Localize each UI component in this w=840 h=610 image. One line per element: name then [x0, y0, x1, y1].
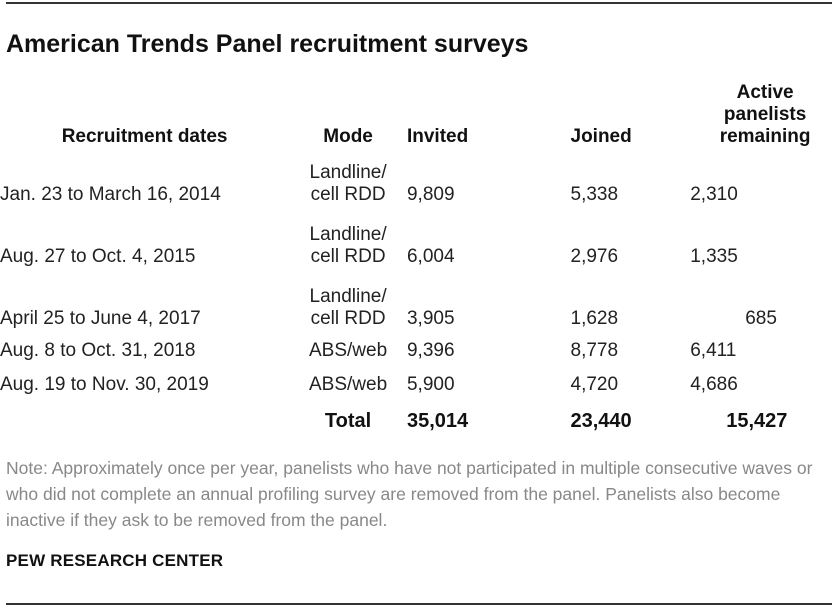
table-row: Jan. 23 to March 16, 2014 Landline/ cell…	[0, 148, 840, 210]
cell-mode-line: cell RDD	[310, 184, 386, 205]
cell-mode: ABS/web	[309, 340, 388, 361]
cell-dates: Jan. 23 to March 16, 2014	[0, 184, 221, 205]
bottom-rule	[6, 603, 832, 605]
cell-joined: 4,720	[570, 374, 619, 395]
table-row: Aug. 8 to Oct. 31, 2018 ABS/web 9,396 8,…	[0, 334, 840, 368]
cell-joined: 5,338	[570, 184, 619, 205]
cell-mode-line: Landline/	[309, 286, 387, 307]
top-rule	[6, 2, 832, 4]
source-credit: PEW RESEARCH CENTER	[6, 551, 224, 570]
header-active-line: remaining	[719, 126, 811, 147]
header-mode: Mode	[323, 126, 373, 147]
cell-mode-line: cell RDD	[310, 308, 386, 329]
header-invited: Invited	[406, 126, 469, 147]
cell-joined: 1,628	[570, 308, 619, 329]
cell-dates: Aug. 8 to Oct. 31, 2018	[0, 340, 196, 361]
header-joined: Joined	[570, 126, 632, 147]
header-recruitment-dates: Recruitment dates	[61, 126, 228, 147]
table-row: Aug. 27 to Oct. 4, 2015 Landline/ cell R…	[0, 210, 840, 272]
table-row: Aug. 19 to Nov. 30, 2019 ABS/web 5,900 4…	[0, 368, 840, 402]
cell-mode: Landline/ cell RDD	[289, 148, 407, 210]
cell-invited: 3,905	[406, 308, 455, 329]
cell-active: 4,686	[690, 374, 738, 395]
cell-active: 1,335	[690, 246, 738, 267]
cell-dates: Aug. 19 to Nov. 30, 2019	[0, 374, 209, 395]
cell-invited: 9,396	[406, 340, 455, 361]
cell-empty	[0, 402, 289, 440]
header-active-line: Active	[736, 82, 794, 103]
cell-mode: Landline/ cell RDD	[289, 210, 407, 272]
cell-dates: April 25 to June 4, 2017	[0, 308, 201, 329]
cell-joined: 2,976	[570, 246, 619, 267]
cell-mode: Landline/ cell RDD	[289, 272, 407, 334]
header-active-panelists: Active panelists remaining	[690, 78, 840, 148]
table-header-row: Recruitment dates Mode Invited Joined Ac…	[0, 78, 840, 148]
total-active: 15,427	[726, 410, 788, 432]
cell-invited: 6,004	[406, 246, 455, 267]
cell-invited: 5,900	[406, 374, 455, 395]
cell-mode-line: Landline/	[309, 224, 387, 245]
total-label: Total	[324, 410, 372, 432]
cell-invited: 9,809	[406, 184, 455, 205]
cell-active: 685	[745, 308, 777, 329]
cell-mode-line: cell RDD	[310, 246, 386, 267]
total-row: Total 35,014 23,440 15,427	[0, 402, 840, 440]
cell-joined: 8,778	[570, 340, 619, 361]
header-active-line: panelists	[723, 104, 807, 125]
total-joined: 23,440	[570, 410, 632, 432]
cell-dates: Aug. 27 to Oct. 4, 2015	[0, 246, 196, 267]
cell-active: 2,310	[690, 184, 738, 205]
total-invited: 35,014	[406, 410, 469, 432]
cell-active: 6,411	[690, 340, 737, 361]
footnote: Note: Approximately once per year, panel…	[6, 458, 813, 530]
cell-mode: ABS/web	[309, 374, 388, 395]
cell-mode-line: Landline/	[309, 162, 387, 183]
table-row: April 25 to June 4, 2017 Landline/ cell …	[0, 272, 840, 334]
recruitment-table: Recruitment dates Mode Invited Joined Ac…	[0, 78, 840, 440]
page-title: American Trends Panel recruitment survey…	[6, 30, 529, 58]
